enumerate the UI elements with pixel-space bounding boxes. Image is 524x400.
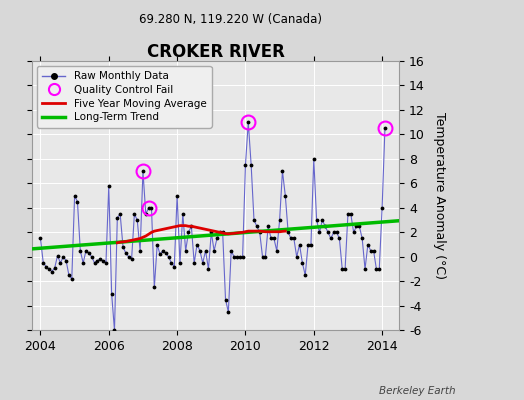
Text: Berkeley Earth: Berkeley Earth bbox=[379, 386, 456, 396]
Legend: Raw Monthly Data, Quality Control Fail, Five Year Moving Average, Long-Term Tren: Raw Monthly Data, Quality Control Fail, … bbox=[37, 66, 212, 128]
Text: 69.280 N, 119.220 W (Canada): 69.280 N, 119.220 W (Canada) bbox=[139, 13, 322, 26]
Title: CROKER RIVER: CROKER RIVER bbox=[147, 43, 285, 61]
Y-axis label: Temperature Anomaly (°C): Temperature Anomaly (°C) bbox=[433, 112, 446, 279]
